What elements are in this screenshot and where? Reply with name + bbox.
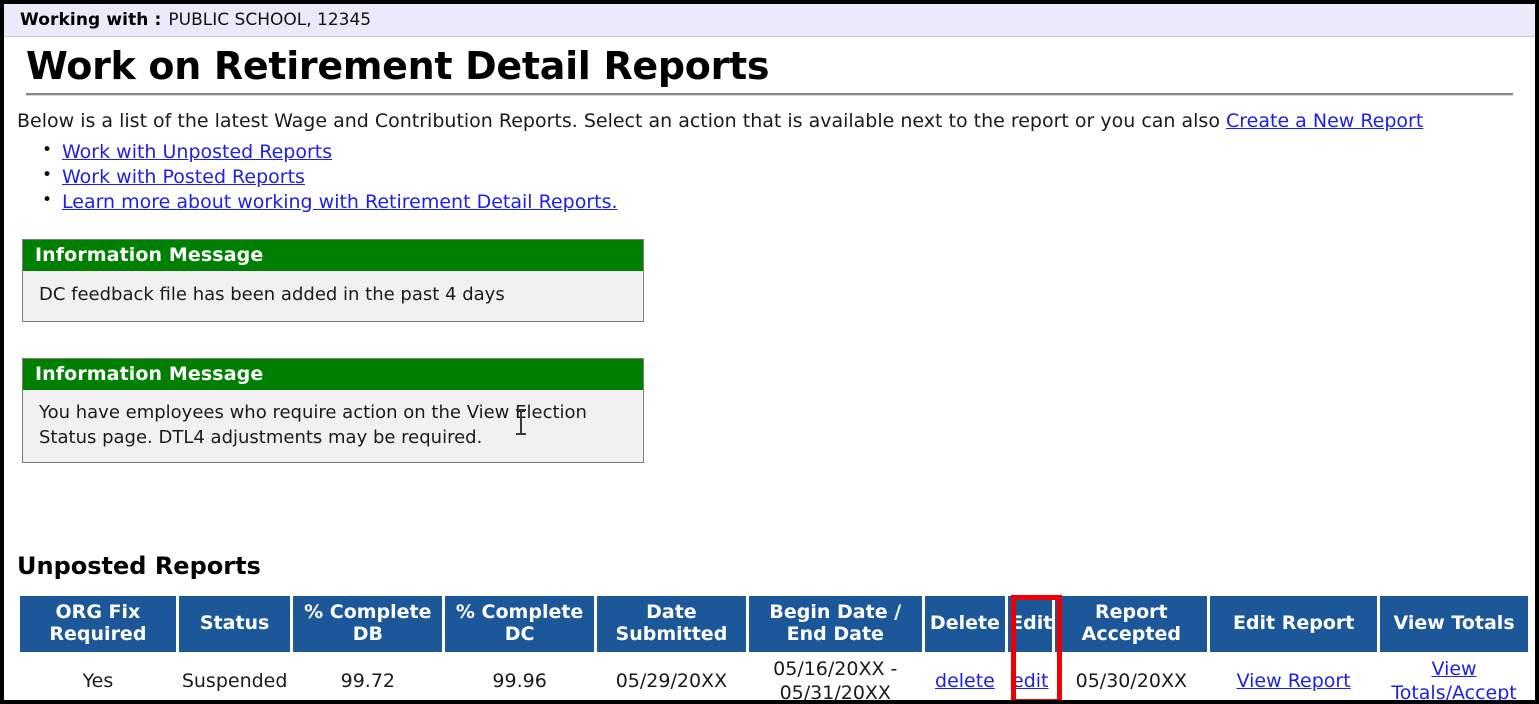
column-header-percent-complete-db[interactable]: % Complete DB [293,596,443,652]
unposted-reports-table: ORG Fix Required Status % Complete DB % … [17,596,1531,704]
information-message-box-2: Information Message You have employees w… [22,357,644,464]
view-totals-accept-link[interactable]: View Totals/Accept [1391,658,1517,704]
cell-edit: edit [1008,652,1053,700]
cell-percent-complete-db: 99.72 [293,652,443,700]
information-message-heading: Information Message [23,358,643,390]
create-new-report-link[interactable]: Create a New Report [1226,109,1424,132]
column-header-org-fix-required[interactable]: ORG Fix Required [20,596,176,652]
working-with-bar: Working with : PUBLIC SCHOOL, 12345 [4,4,1535,37]
quick-links-list: Work with Unposted Reports Work with Pos… [4,139,1535,215]
column-header-status[interactable]: Status [178,596,291,652]
column-header-edit[interactable]: Edit [1008,596,1053,652]
cell-org-fix-required: Yes [20,652,176,700]
cell-date-submitted: 05/29/20XX [597,652,746,700]
begin-date-value: 05/16/20XX - [773,658,898,680]
cell-view-totals: View Totals/Accept [1380,652,1528,704]
column-header-edit-report[interactable]: Edit Report [1210,596,1378,652]
page-title-wrap: Work on Retirement Detail Reports [4,37,1535,87]
list-item: Work with Unposted Reports [42,139,1535,165]
column-header-percent-complete-dc[interactable]: % Complete DC [445,596,595,652]
column-header-begin-end-date[interactable]: Begin Date / End Date [748,596,922,652]
column-header-view-totals[interactable]: View Totals [1380,596,1528,652]
edit-link[interactable]: edit [1012,669,1049,692]
view-totals-line-1: View [1431,658,1477,680]
cell-percent-complete-dc: 99.96 [445,652,595,700]
column-header-date-submitted[interactable]: Date Submitted [597,596,746,652]
title-divider [26,92,1513,96]
information-message-box-1: Information Message DC feedback file has… [22,238,644,322]
cell-status: Suspended [178,652,291,700]
cell-begin-end-date: 05/16/20XX - 05/31/20XX [748,652,922,704]
link-work-with-posted-reports[interactable]: Work with Posted Reports [62,165,305,188]
delete-link[interactable]: delete [935,669,995,692]
column-header-delete[interactable]: Delete [924,596,1006,652]
link-learn-more-retirement-detail-reports[interactable]: Learn more about working with Retirement… [62,190,618,213]
link-work-with-unposted-reports[interactable]: Work with Unposted Reports [62,140,333,163]
unposted-reports-heading: Unposted Reports [17,552,261,580]
information-message-body: You have employees who require action on… [23,389,643,463]
information-message-heading: Information Message [23,239,643,271]
cell-edit-report: View Report [1210,652,1378,700]
view-report-link[interactable]: View Report [1236,669,1351,692]
table-row: Yes Suspended 99.72 99.96 05/29/20XX 05/… [20,652,1528,704]
working-with-label: Working with : [20,10,162,30]
view-totals-line-2: Totals/Accept [1391,681,1517,704]
intro-paragraph: Below is a list of the latest Wage and C… [17,110,1535,134]
working-with-value: PUBLIC SCHOOL, 12345 [168,10,372,30]
information-message-body: DC feedback file has been added in the p… [23,270,643,321]
list-item: Work with Posted Reports [42,164,1535,190]
column-header-report-accepted[interactable]: Report Accepted [1055,596,1208,652]
end-date-value: 05/31/20XX [779,681,891,704]
cell-delete: delete [924,652,1006,700]
list-item: Learn more about working with Retirement… [42,189,1535,215]
page-title: Work on Retirement Detail Reports [26,44,770,88]
table-header-row: ORG Fix Required Status % Complete DB % … [20,596,1528,652]
intro-text: Below is a list of the latest Wage and C… [17,109,1226,132]
cell-report-accepted: 05/30/20XX [1055,652,1208,700]
